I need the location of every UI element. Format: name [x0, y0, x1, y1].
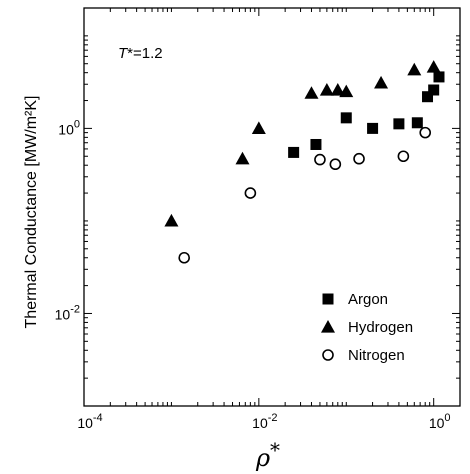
x-tick-label: 100 [429, 412, 451, 431]
y-axis-title: Thermal Conductance [MW/m²K] [23, 96, 40, 329]
nitrogen-point [353, 152, 365, 165]
hydrogen-point [330, 82, 345, 96]
hydrogen-point [426, 60, 441, 73]
nitrogen-point [178, 251, 190, 264]
argon-point [411, 117, 423, 129]
hydrogen-point [407, 62, 422, 76]
argon-point [393, 118, 405, 130]
nitrogen-point [329, 158, 342, 171]
hydrogen-point [164, 213, 179, 227]
legend-marker-nitrogen [322, 349, 334, 361]
y-tick-label: 100 [58, 118, 80, 137]
nitrogen-point [419, 126, 432, 139]
nitrogen-point [314, 153, 326, 166]
x-axis-title-base: ρ [255, 444, 270, 472]
data-points [164, 60, 445, 264]
x-axis-title-sup: * [270, 438, 280, 462]
axes-frame [83, 7, 461, 407]
ticks: 10-4 10-2 100 10-2 100 [55, 7, 461, 431]
hydrogen-point [339, 84, 354, 98]
x-tick-label: 10-2 [252, 412, 277, 431]
nitrogen-point [397, 150, 410, 163]
annotation-italic: T [118, 45, 129, 62]
annotation-rest: *=1.2 [127, 45, 162, 62]
hydrogen-point [319, 82, 334, 96]
hydrogen-point [235, 151, 250, 165]
argon-point [288, 146, 300, 158]
legend-marker-hydrogen [321, 320, 335, 333]
legend-label-argon: Argon [348, 291, 388, 308]
argon-point [422, 91, 434, 103]
y-tick-label: 10-2 [55, 303, 80, 322]
argon-point [340, 112, 352, 124]
x-axis-title: ρ* [255, 438, 280, 472]
legend: Argon Hydrogen Nitrogen [321, 291, 413, 364]
hydrogen-point [374, 75, 389, 89]
annotation-temperature: T*=1.2 [118, 45, 163, 62]
argon-point [310, 138, 322, 150]
argon-point [367, 122, 379, 134]
hydrogen-point [304, 86, 319, 99]
hydrogen-point [251, 121, 266, 134]
legend-marker-argon [322, 293, 334, 305]
argon-point [433, 71, 445, 83]
legend-label-nitrogen: Nitrogen [348, 347, 405, 364]
x-tick-label: 10-4 [77, 412, 102, 431]
legend-label-hydrogen: Hydrogen [348, 319, 413, 336]
argon-point [428, 84, 440, 96]
nitrogen-point [244, 187, 257, 199]
plot-frame [83, 7, 461, 407]
